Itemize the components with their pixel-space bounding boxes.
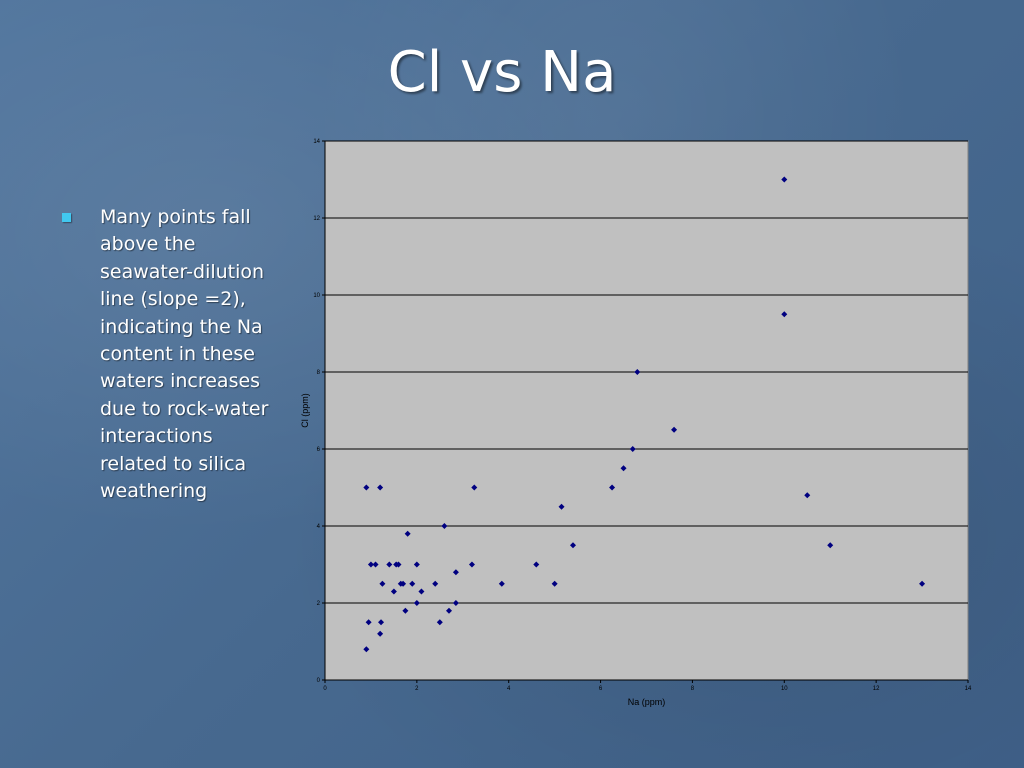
y-tick-label: 12 (313, 216, 320, 222)
data-point (400, 580, 407, 587)
x-axis-label: Na (ppm) (628, 697, 666, 707)
data-point (395, 561, 402, 568)
data-point (372, 561, 379, 568)
y-tick-label: 4 (317, 524, 321, 530)
data-point (446, 607, 453, 614)
data-point (365, 619, 372, 626)
x-tick-label: 0 (323, 686, 327, 692)
data-point (409, 580, 416, 587)
x-tick-label: 2 (415, 686, 419, 692)
square-bullet-icon (62, 213, 71, 222)
data-point (498, 580, 505, 587)
x-tick-label: 8 (691, 686, 695, 692)
data-point (441, 523, 448, 529)
tick-labels: 0 2 4 6 8 10 12 14 0 2 4 6 8 10 12 14 (313, 139, 972, 692)
gridlines (325, 140, 968, 681)
data-point (629, 446, 636, 452)
data-point (781, 311, 788, 318)
y-tick-label: 8 (317, 370, 321, 376)
plot-area (324, 140, 969, 681)
data-point (452, 600, 459, 606)
data-point (570, 542, 577, 549)
data-point (468, 561, 475, 568)
data-point (418, 588, 425, 595)
data-point (919, 580, 926, 587)
data-point (432, 580, 439, 587)
data-point (402, 607, 409, 614)
data-point (609, 484, 616, 491)
data-point (551, 580, 558, 587)
data-point (620, 465, 627, 472)
scatter-chart: 0 2 4 6 8 10 12 14 0 2 4 6 8 10 12 14 Na (ppm) Cl (ppm) (300, 139, 972, 707)
data-point (363, 646, 370, 653)
data-point (533, 561, 540, 568)
data-point (379, 580, 386, 587)
data-point (781, 176, 788, 183)
data-point (390, 588, 397, 595)
data-points (363, 176, 926, 653)
slide-title: Cl vs Na (387, 40, 617, 105)
data-point (413, 561, 420, 568)
data-point (377, 630, 384, 637)
y-tick-label: 10 (313, 293, 320, 299)
y-tick-label: 14 (313, 139, 320, 145)
y-axis-label: Cl (ppm) (300, 393, 310, 428)
data-point (671, 426, 678, 433)
x-tick-label: 10 (781, 686, 788, 692)
data-point (378, 619, 385, 626)
data-point (377, 484, 384, 491)
data-point (827, 542, 834, 549)
data-point (363, 484, 370, 491)
x-tick-label: 14 (965, 686, 972, 692)
data-point (367, 561, 374, 568)
axes (322, 140, 969, 683)
data-point (452, 569, 459, 576)
data-point (471, 484, 478, 491)
bullet-text: Many points fall above the seawater-dilu… (100, 206, 269, 503)
data-point (404, 530, 411, 537)
x-tick-label: 4 (507, 686, 511, 692)
data-point (804, 492, 811, 499)
data-point (436, 619, 443, 626)
data-point (634, 369, 641, 375)
x-tick-label: 6 (599, 686, 603, 692)
y-tick-label: 0 (317, 678, 321, 684)
x-tick-label: 12 (873, 686, 880, 692)
y-tick-label: 6 (317, 447, 321, 453)
data-point (413, 600, 420, 606)
y-tick-label: 2 (317, 601, 321, 607)
data-point (386, 561, 393, 568)
data-point (558, 503, 565, 510)
bullet-list: Many points fall above the seawater-dilu… (62, 204, 284, 505)
